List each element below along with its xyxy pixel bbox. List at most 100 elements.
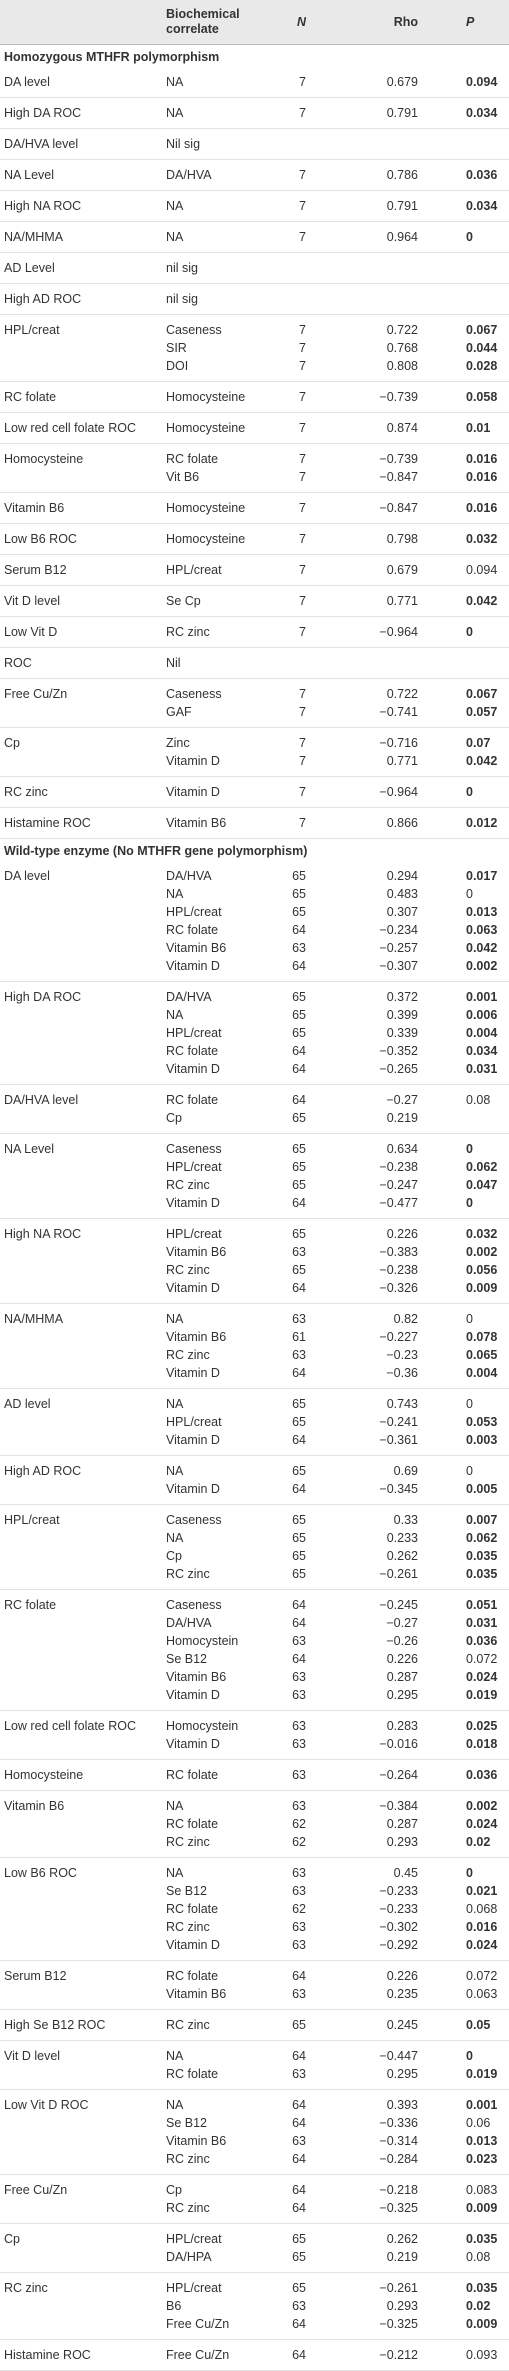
rho-value: 0.262 [386, 2232, 418, 2246]
p-value: 0.044 [466, 341, 498, 355]
n-value: 7 [299, 421, 306, 435]
n-value: 7 [299, 341, 306, 355]
rho-value: −0.739 [379, 452, 418, 466]
rho-value: 0.679 [386, 75, 418, 89]
rho-value: −0.27 [386, 1616, 418, 1630]
group-label: Low Vit D [4, 625, 58, 639]
rho-value: 0.235 [386, 1987, 418, 2001]
table-row: RC folate Homocysteine 7 −0.739 0.058 [0, 388, 509, 406]
table-row: RC zinc 64 −0.325 0.009 [0, 2199, 509, 2217]
p-value: 0.019 [466, 2067, 498, 2081]
table-row: Histamine ROC Vitamin B6 7 0.866 0.012 [0, 814, 509, 832]
empty-cell [0, 1668, 166, 1686]
table-row: Vitamin D 63 −0.016 0.018 [0, 1735, 509, 1753]
rho-value [306, 654, 418, 672]
header-cell: Biochemical correlate [166, 7, 240, 36]
empty-cell [0, 1328, 166, 1346]
correlate: RC zinc [166, 2152, 210, 2166]
correlate: RC folate [166, 452, 219, 466]
group-label: Low Vit D ROC [4, 2098, 89, 2112]
table-row: Low Vit D ROC NA 64 0.393 0.001 [0, 2096, 509, 2114]
p-value: 0.056 [466, 1263, 498, 1277]
rho-value [306, 135, 418, 153]
correlate: Zinc [166, 736, 190, 750]
p-value: 0.062 [466, 1531, 498, 1545]
table-row: Low red cell folate ROC Homocysteine 7 0.87… [0, 419, 509, 437]
rho-value: 0.295 [386, 2067, 418, 2081]
table-row: DA/HVA level RC folate 64 −0.27 0.08 [0, 1091, 509, 1109]
p-value: 0.024 [466, 1817, 498, 1831]
group-label: NA Level [4, 168, 55, 182]
correlate: Se Cp [166, 594, 201, 608]
row-group: AD level NA 65 0.743 0 HPL/creat 65 −0.241 0.053… [0, 1389, 509, 1456]
group-label: RC zinc [4, 785, 48, 799]
row-group: Low Vit D RC zinc 7 −0.964 0 [0, 617, 509, 648]
n-value: 7 [299, 687, 306, 701]
correlate: RC zinc [166, 1178, 210, 1192]
correlate: Vit B6 [166, 470, 200, 484]
empty-cell [0, 1176, 166, 1194]
table-row: Vitamin D 63 −0.292 0.024 [0, 1936, 509, 1954]
correlate: DA/HVA [166, 1616, 212, 1630]
empty-cell [0, 1346, 166, 1364]
row-group: Vit D level NA 64 −0.447 0 RC folate 63 0.295 0.… [0, 2041, 509, 2090]
p-value: 0.032 [466, 532, 498, 546]
table-row: RC folate 62 0.287 0.024 [0, 1815, 509, 1833]
table-row: Vitamin B6 NA 63 −0.384 0.002 [0, 1797, 509, 1815]
correlate: RC zinc [166, 2018, 210, 2032]
n-value: 7 [299, 563, 306, 577]
row-group: Cp Zinc 7 −0.716 0.07 Vitamin D 7 0.771 0.042 [0, 728, 509, 777]
correlate: NA [166, 2049, 184, 2063]
p-value: 0 [466, 230, 473, 244]
n-value: 61 [292, 1330, 306, 1344]
rho-value: −0.336 [379, 2116, 418, 2130]
n-value: 63 [292, 941, 306, 955]
p-value: 0.002 [466, 959, 498, 973]
correlate: RC folate [166, 1902, 219, 1916]
correlate: NA [166, 1397, 184, 1411]
empty-cell [0, 1413, 166, 1431]
rho-value: 0.798 [386, 532, 418, 546]
correlate: NA [166, 887, 184, 901]
p-value: 0.002 [466, 1245, 498, 1259]
correlate: Vitamin D [166, 1482, 220, 1496]
p-value: 0.051 [466, 1598, 498, 1612]
section-title: Wild-type enzyme (No MTHFR gene polymorp… [4, 844, 308, 858]
correlate: RC zinc [166, 1835, 210, 1849]
table-row: NA 65 0.233 0.062 [0, 1529, 509, 1547]
n-value: 7 [299, 106, 306, 120]
rho-value: 0.219 [386, 1111, 418, 1125]
p-value: 0.042 [466, 594, 498, 608]
rho-value: −0.326 [379, 1281, 418, 1295]
p-value: 0.093 [466, 2348, 498, 2362]
rho-value: 0.786 [386, 168, 418, 182]
empty-cell [0, 1632, 166, 1650]
table-row: Vitamin D 64 −0.36 0.004 [0, 1364, 509, 1382]
n-value: 7 [299, 359, 306, 373]
group-label: Free Cu/Zn [4, 687, 68, 701]
row-group: HPL/creat Caseness 65 0.33 0.007 NA 65 0.233 0.0… [0, 1505, 509, 1590]
row-group: AD Level nil sig [0, 253, 509, 284]
n-value: 63 [292, 1884, 306, 1898]
correlate: Homocystein [166, 1634, 239, 1648]
n-value: 7 [299, 199, 306, 213]
table-row: Low red cell folate ROC Homocystein 63 0.28… [0, 1717, 509, 1735]
correlate: Vitamin D [166, 1196, 220, 1210]
p-value: 0 [466, 887, 473, 901]
rho-value: −0.284 [379, 2152, 418, 2166]
empty-cell [0, 1364, 166, 1382]
n-value: 63 [292, 1634, 306, 1648]
correlate: RC zinc [166, 1263, 210, 1277]
rho-value: 0.743 [386, 1397, 418, 1411]
empty-cell [0, 1024, 166, 1042]
row-group: Vit D level Se Cp 7 0.771 0.042 [0, 586, 509, 617]
table-header: Biochemical correlate N Rho P [0, 0, 509, 45]
header-cell: N [296, 14, 306, 29]
table-row: NA/MHMA NA 63 0.82 0 [0, 1310, 509, 1328]
section-title: Homozygous MTHFR polymorphism [4, 50, 220, 64]
p-value: 0.024 [466, 1938, 498, 1952]
rho-value: 0.808 [386, 359, 418, 373]
p-value: 0.001 [466, 2098, 498, 2112]
